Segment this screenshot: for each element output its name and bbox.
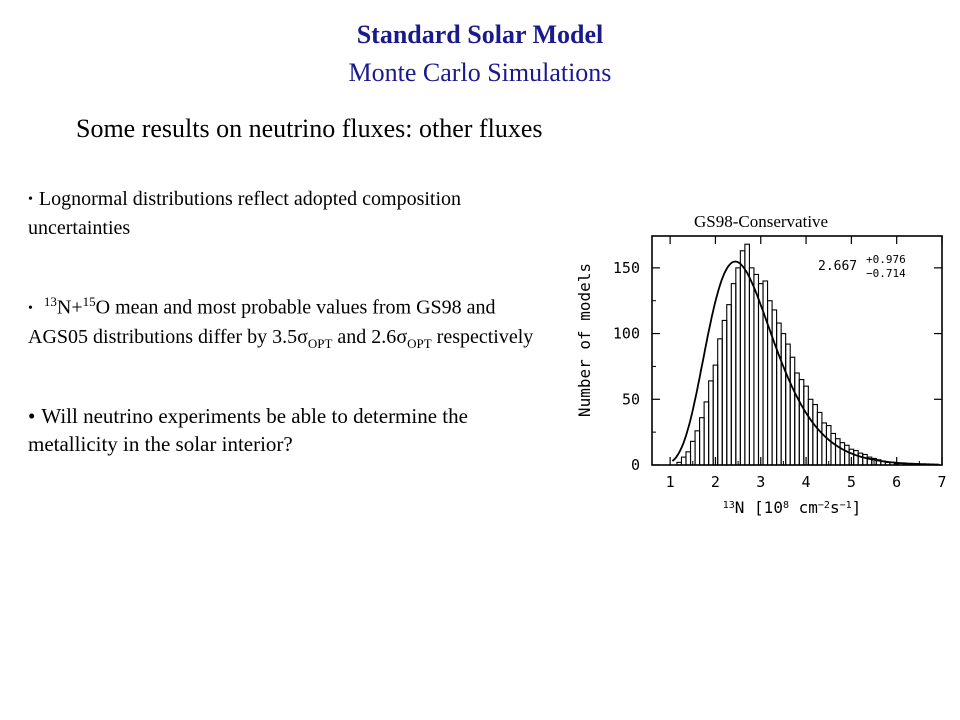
bullet-n13-o15: • 13N+15O mean and most probable values … <box>28 288 558 358</box>
page-title: Standard Solar Model <box>356 20 604 49</box>
histogram-bar <box>735 267 741 466</box>
y-tick-label: 100 <box>613 325 640 343</box>
histogram-bar <box>825 425 832 466</box>
x-tick-label: 2 <box>711 473 720 491</box>
histogram-bar <box>853 449 859 466</box>
histogram-bar <box>676 461 683 466</box>
opt-subscript: OPT <box>407 336 432 352</box>
y-tick-label: 0 <box>631 456 640 474</box>
annotation-minus: −0.714 <box>866 267 906 280</box>
histogram-bars <box>676 243 918 466</box>
annotation-plus: +0.976 <box>866 253 906 266</box>
histogram-bar <box>699 417 705 466</box>
bullet-dot-icon: • <box>28 404 36 428</box>
y-tick-label: 150 <box>613 259 640 277</box>
histogram-bar <box>721 319 728 466</box>
bullet-dot-icon: • <box>28 192 33 208</box>
x-tick-label: 3 <box>756 473 765 491</box>
histogram-bar <box>771 309 778 466</box>
xlabel-isotope: 13 <box>723 500 735 511</box>
isotope-13: 13 <box>43 294 57 309</box>
panel-label: GS98-Conservative <box>694 212 829 231</box>
xlabel-main: N [10 <box>735 498 783 517</box>
bullet-metallicity: • Will neutrino experiments be able to de… <box>28 402 558 458</box>
sigma-symbol: σ <box>297 326 308 349</box>
bullet-text: respectively <box>436 326 534 349</box>
histogram-bar <box>753 273 760 466</box>
histogram-bar <box>798 379 805 466</box>
bullet-text: Lognormal distributions reflect adopted … <box>28 188 462 240</box>
histogram-bar <box>776 322 782 466</box>
histogram-bar <box>830 432 837 466</box>
xlabel-exp2: −2 <box>818 500 830 511</box>
y-tick-label: 50 <box>622 390 640 408</box>
bullet-text: N+ <box>56 296 83 319</box>
y-axis-label: Number of models <box>575 263 594 417</box>
sigma-symbol: σ <box>396 326 408 349</box>
histogram-bar <box>857 452 864 466</box>
histogram-bar <box>748 267 755 466</box>
histogram-bar <box>803 385 809 466</box>
isotope-15: 15 <box>82 294 96 309</box>
histogram-bar <box>821 422 828 466</box>
histogram-chart: 1 2 3 4 5 6 7 0 50 100 150 Number of models 13N [1… <box>575 235 947 517</box>
fit-curve-group <box>671 260 939 466</box>
histogram-bar <box>844 444 850 466</box>
histogram-bar <box>717 338 723 466</box>
histogram-bar <box>794 372 800 466</box>
histogram-bar <box>780 333 787 466</box>
x-tick-label: 4 <box>802 473 811 491</box>
histogram-bar <box>726 304 732 466</box>
histogram-bar <box>862 453 868 466</box>
xlabel-exp3: −1 <box>840 500 852 511</box>
xlabel-mid: cm <box>789 498 818 517</box>
histogram-bar <box>708 380 714 466</box>
x-axis-label: 13N [108 cm−2s−1] <box>723 498 862 517</box>
histogram-bar <box>680 456 687 466</box>
histogram-bar <box>789 356 796 466</box>
histogram-bar <box>839 442 846 466</box>
opt-subscript: OPT <box>307 336 333 352</box>
histogram-bar <box>694 430 701 466</box>
histogram-bar <box>816 411 823 466</box>
section-heading: Some results on neutrino fluxes: other f… <box>76 114 543 143</box>
bullet-dot-icon: • <box>28 301 33 317</box>
histogram-bar <box>834 438 841 466</box>
bullet-lognormal: • Lognormal distributions reflect adopted… <box>28 185 558 242</box>
x-tick-label: 1 <box>666 473 675 491</box>
histogram-bar <box>703 401 710 466</box>
histogram-bar <box>812 403 818 466</box>
histogram-bar <box>712 364 719 466</box>
x-tick-label: 6 <box>892 473 901 491</box>
histogram-bar <box>739 250 746 466</box>
x-tick-label: 7 <box>937 473 946 491</box>
bullet-text: and 2.6 <box>337 326 397 349</box>
histogram-bar <box>785 343 791 466</box>
annotation-value: 2.667 <box>818 259 857 274</box>
histogram-bar <box>807 398 814 466</box>
page-subtitle: Monte Carlo Simulations <box>348 58 612 87</box>
xlabel-end: ] <box>852 498 862 517</box>
bullet-text: O mean and most probable values from GS9… <box>28 296 496 349</box>
fit-curve <box>671 260 939 466</box>
x-tick-label: 5 <box>847 473 856 491</box>
bullet-text: Will neutrino experiments be able to det… <box>28 404 468 456</box>
xlabel-s: s <box>830 498 840 517</box>
histogram-bar <box>730 283 737 466</box>
histogram-bar <box>762 280 769 466</box>
xlabel-exp1: 8 <box>783 500 789 511</box>
histogram-bar <box>685 451 692 466</box>
